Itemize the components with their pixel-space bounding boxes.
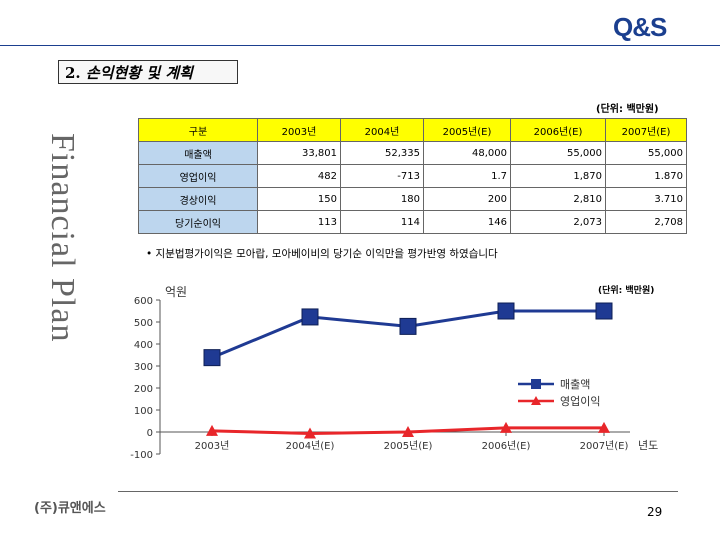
table-cell: 482 [257, 164, 341, 188]
data-point-square [301, 308, 319, 326]
legend-label: 영업이익 [560, 395, 600, 408]
row-label: 매출액 [138, 141, 258, 165]
table-header-cell: 2006년(E) [510, 118, 606, 142]
legend-marker-square [531, 379, 541, 389]
table-row: 당기순이익 113 114 146 2,073 2,708 [138, 210, 687, 234]
table-cell: 2,708 [605, 210, 687, 234]
table-unit: (단위: 백만원) [596, 104, 659, 115]
page-number: 29 [647, 505, 663, 519]
x-tick-label: 2006년(E) [482, 440, 531, 452]
x-tick-label: 2003년 [195, 440, 230, 452]
table-header-cell: 2004년 [340, 118, 424, 142]
table-row: 경상이익 150 180 200 2,810 3.710 [138, 187, 687, 211]
table-cell: 55,000 [510, 141, 606, 165]
data-point-square [497, 302, 515, 320]
legend-label: 매출액 [560, 378, 590, 391]
table-header-cell: 구분 [138, 118, 258, 142]
y-tick-label: 400 [134, 340, 153, 351]
y-axis-title: 억원 [165, 285, 187, 299]
data-point-triangle [598, 421, 610, 433]
data-point-square [203, 349, 221, 367]
y-tick-label: 100 [134, 406, 153, 417]
company-logo: Q&S [613, 12, 667, 42]
data-point-triangle [206, 424, 218, 436]
y-tick-label: 600 [134, 296, 153, 307]
chart-unit: (단위: 백만원) [598, 286, 655, 296]
table-header-cell: 2007년(E) [605, 118, 687, 142]
legend-marker-triangle [531, 396, 541, 405]
header-divider [0, 45, 720, 46]
data-point-triangle [500, 421, 512, 433]
table-cell: 1.870 [605, 164, 687, 188]
section-title: 2. 손익현황 및 계획 [58, 60, 238, 84]
footer-divider [118, 491, 678, 492]
x-tick-label: 2005년(E) [384, 440, 433, 452]
data-point-triangle [304, 427, 316, 439]
table-cell: 113 [257, 210, 341, 234]
table-row: 매출액 33,801 52,335 48,000 55,000 55,000 [138, 141, 687, 165]
table-cell: 200 [423, 187, 511, 211]
x-axis-title: 년도 [638, 439, 658, 452]
table-header-row: 구분 2003년 2004년 2005년(E) 2006년(E) 2007년(E… [138, 118, 687, 142]
financial-table: 구분 2003년 2004년 2005년(E) 2006년(E) 2007년(E… [138, 118, 687, 234]
section-title-text: 손익현황 및 계획 [85, 64, 193, 82]
side-label: Financial Plan [44, 133, 81, 343]
y-tick-label: -100 [130, 450, 153, 461]
x-tick-label: 2007년(E) [580, 440, 629, 452]
row-label: 영업이익 [138, 164, 258, 188]
table-cell: 55,000 [605, 141, 687, 165]
y-tick-label: 200 [134, 384, 153, 395]
row-label: 경상이익 [138, 187, 258, 211]
table-cell: 2,073 [510, 210, 606, 234]
data-point-square [399, 317, 417, 335]
table-note: • 지분법평가이익은 모아랍, 모아베이비의 당기순 이익만을 평가반영 하였습… [146, 248, 498, 260]
footer-company: (주)큐앤에스 [34, 501, 106, 516]
table-header-cell: 2005년(E) [423, 118, 511, 142]
y-tick-label: 300 [134, 362, 153, 373]
table-cell: 114 [340, 210, 424, 234]
data-point-triangle [402, 426, 414, 437]
table-cell: 146 [423, 210, 511, 234]
section-number: 2. [65, 64, 81, 82]
data-point-square [595, 302, 613, 320]
table-cell: -713 [340, 164, 424, 188]
y-tick-label: 0 [147, 428, 153, 439]
y-tick-label: 500 [134, 318, 153, 329]
table-cell: 48,000 [423, 141, 511, 165]
x-tick-label: 2004년(E) [286, 440, 335, 452]
